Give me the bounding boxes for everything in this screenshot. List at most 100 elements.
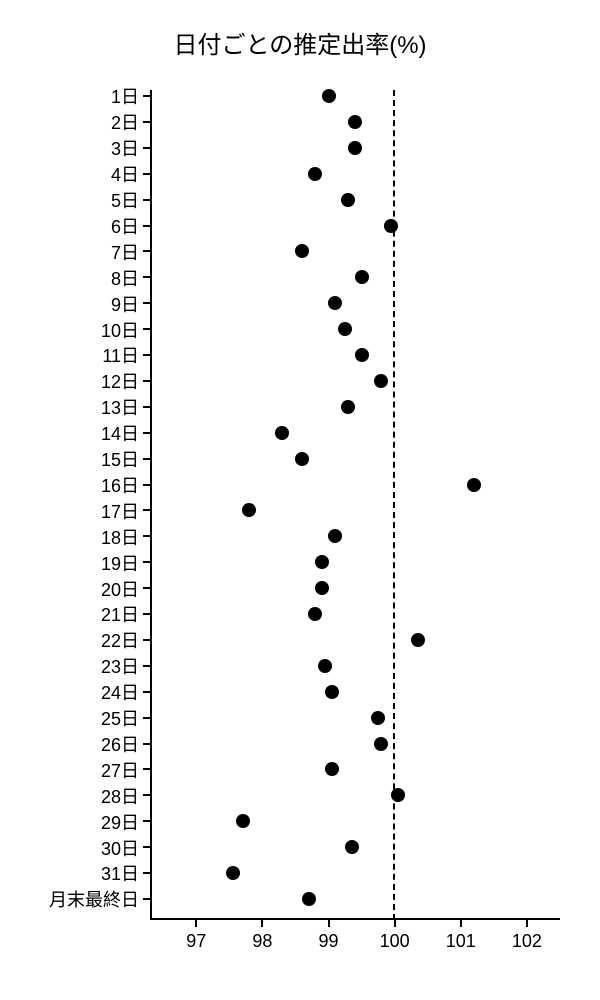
data-point — [236, 814, 250, 828]
y-tick — [143, 535, 150, 537]
data-point — [315, 555, 329, 569]
data-point — [295, 244, 309, 258]
y-label: 13日 — [101, 394, 139, 420]
y-tick — [143, 639, 150, 641]
y-label: 14日 — [101, 420, 139, 446]
x-tick — [460, 920, 462, 927]
data-point — [391, 788, 405, 802]
x-tick — [261, 920, 263, 927]
y-tick — [143, 665, 150, 667]
y-tick — [143, 846, 150, 848]
y-tick — [143, 302, 150, 304]
y-tick — [143, 768, 150, 770]
y-label: 6日 — [111, 213, 139, 239]
y-label: 31日 — [101, 860, 139, 886]
data-point — [328, 529, 342, 543]
y-label: 30日 — [101, 835, 139, 861]
y-tick — [143, 743, 150, 745]
data-point — [315, 581, 329, 595]
y-label: 7日 — [111, 239, 139, 265]
y-label: 21日 — [101, 601, 139, 627]
y-tick — [143, 484, 150, 486]
x-label: 102 — [502, 931, 552, 952]
data-point — [318, 659, 332, 673]
y-label: 8日 — [111, 265, 139, 291]
data-point — [467, 478, 481, 492]
x-label: 100 — [370, 931, 420, 952]
y-label: 17日 — [101, 498, 139, 524]
y-label: 3日 — [111, 135, 139, 161]
y-label: 19日 — [101, 550, 139, 576]
y-tick — [143, 509, 150, 511]
y-axis — [150, 90, 152, 920]
y-label: 23日 — [101, 653, 139, 679]
y-label: 月末最終日 — [49, 886, 139, 912]
y-label: 5日 — [111, 187, 139, 213]
y-tick — [143, 561, 150, 563]
x-label: 101 — [436, 931, 486, 952]
y-tick — [143, 406, 150, 408]
data-point — [384, 219, 398, 233]
data-point — [348, 115, 362, 129]
y-label: 25日 — [101, 705, 139, 731]
x-label: 99 — [304, 931, 354, 952]
data-point — [345, 840, 359, 854]
y-label: 26日 — [101, 731, 139, 757]
y-label: 15日 — [101, 446, 139, 472]
y-label: 9日 — [111, 291, 139, 317]
data-point — [295, 452, 309, 466]
x-tick — [526, 920, 528, 927]
x-tick — [394, 920, 396, 927]
y-tick — [143, 328, 150, 330]
y-label: 18日 — [101, 524, 139, 550]
y-tick — [143, 147, 150, 149]
y-label: 27日 — [101, 757, 139, 783]
y-tick — [143, 121, 150, 123]
chart-container: 日付ごとの推定出率(%) 1日2日3日4日5日6日7日8日9日10日11日12日… — [0, 0, 600, 1000]
y-tick — [143, 872, 150, 874]
y-tick — [143, 276, 150, 278]
y-tick — [143, 717, 150, 719]
y-label: 20日 — [101, 576, 139, 602]
data-point — [325, 762, 339, 776]
x-label: 98 — [237, 931, 287, 952]
y-tick — [143, 794, 150, 796]
x-axis — [150, 918, 560, 920]
data-point — [348, 141, 362, 155]
x-tick — [195, 920, 197, 927]
y-label: 10日 — [101, 317, 139, 343]
y-tick — [143, 898, 150, 900]
y-tick — [143, 613, 150, 615]
y-tick — [143, 458, 150, 460]
data-point — [338, 322, 352, 336]
y-tick — [143, 95, 150, 97]
data-point — [308, 607, 322, 621]
y-label: 4日 — [111, 161, 139, 187]
data-point — [242, 503, 256, 517]
data-point — [308, 167, 322, 181]
data-point — [328, 296, 342, 310]
y-tick — [143, 354, 150, 356]
x-tick — [328, 920, 330, 927]
y-tick — [143, 199, 150, 201]
data-point — [374, 737, 388, 751]
chart-title: 日付ごとの推定出率(%) — [0, 25, 600, 60]
y-tick — [143, 691, 150, 693]
y-tick — [143, 173, 150, 175]
y-tick — [143, 380, 150, 382]
x-label: 97 — [171, 931, 221, 952]
data-point — [302, 892, 316, 906]
data-point — [325, 685, 339, 699]
data-point — [411, 633, 425, 647]
plot-area: 1日2日3日4日5日6日7日8日9日10日11日12日13日14日15日16日1… — [150, 90, 560, 920]
y-label: 2日 — [111, 109, 139, 135]
y-tick — [143, 250, 150, 252]
data-point — [355, 348, 369, 362]
y-label: 11日 — [102, 342, 139, 368]
data-point — [226, 866, 240, 880]
y-tick — [143, 587, 150, 589]
data-point — [341, 193, 355, 207]
y-tick — [143, 820, 150, 822]
y-label: 12日 — [101, 368, 139, 394]
data-point — [374, 374, 388, 388]
